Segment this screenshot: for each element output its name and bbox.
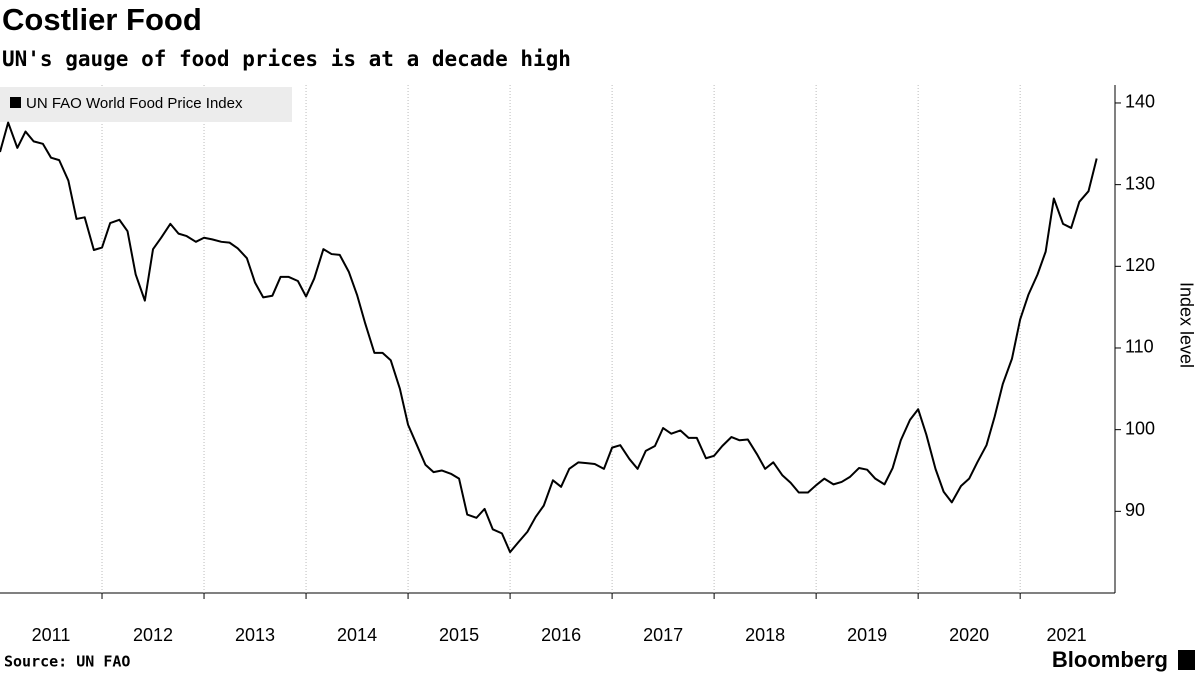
x-tick-label: 2018 [745,625,785,645]
x-tick-label: 2013 [235,625,275,645]
x-tick-label: 2019 [847,625,887,645]
brand: Bloomberg [1052,647,1168,672]
x-tick-label: 2011 [32,625,71,645]
x-tick-label: 2020 [949,625,989,645]
y-tick-label: 100 [1125,418,1155,438]
x-tick-label: 2016 [541,625,581,645]
legend-box [0,87,292,122]
chart-title: Costlier Food [2,2,202,37]
legend-swatch [10,97,21,108]
y-tick-label: 90 [1125,500,1145,520]
x-tick-label: 2021 [1047,625,1087,645]
y-tick-label: 110 [1125,337,1154,357]
series-line [0,121,1098,554]
y-tick-label: 130 [1125,173,1155,193]
x-tick-label: 2015 [439,625,479,645]
x-tick-label: 2017 [643,625,683,645]
legend-label: UN FAO World Food Price Index [26,95,243,112]
chart-subtitle: UN's gauge of food prices is at a decade… [2,47,571,71]
brand-icon [1178,650,1195,670]
source: Source: UN FAO [4,653,130,671]
x-tick-label: 2014 [337,625,377,645]
y-tick-label: 120 [1125,255,1155,275]
x-tick-label: 2012 [133,625,173,645]
y-tick-label: 140 [1125,92,1155,112]
y-axis-label: Index level [1176,282,1196,368]
